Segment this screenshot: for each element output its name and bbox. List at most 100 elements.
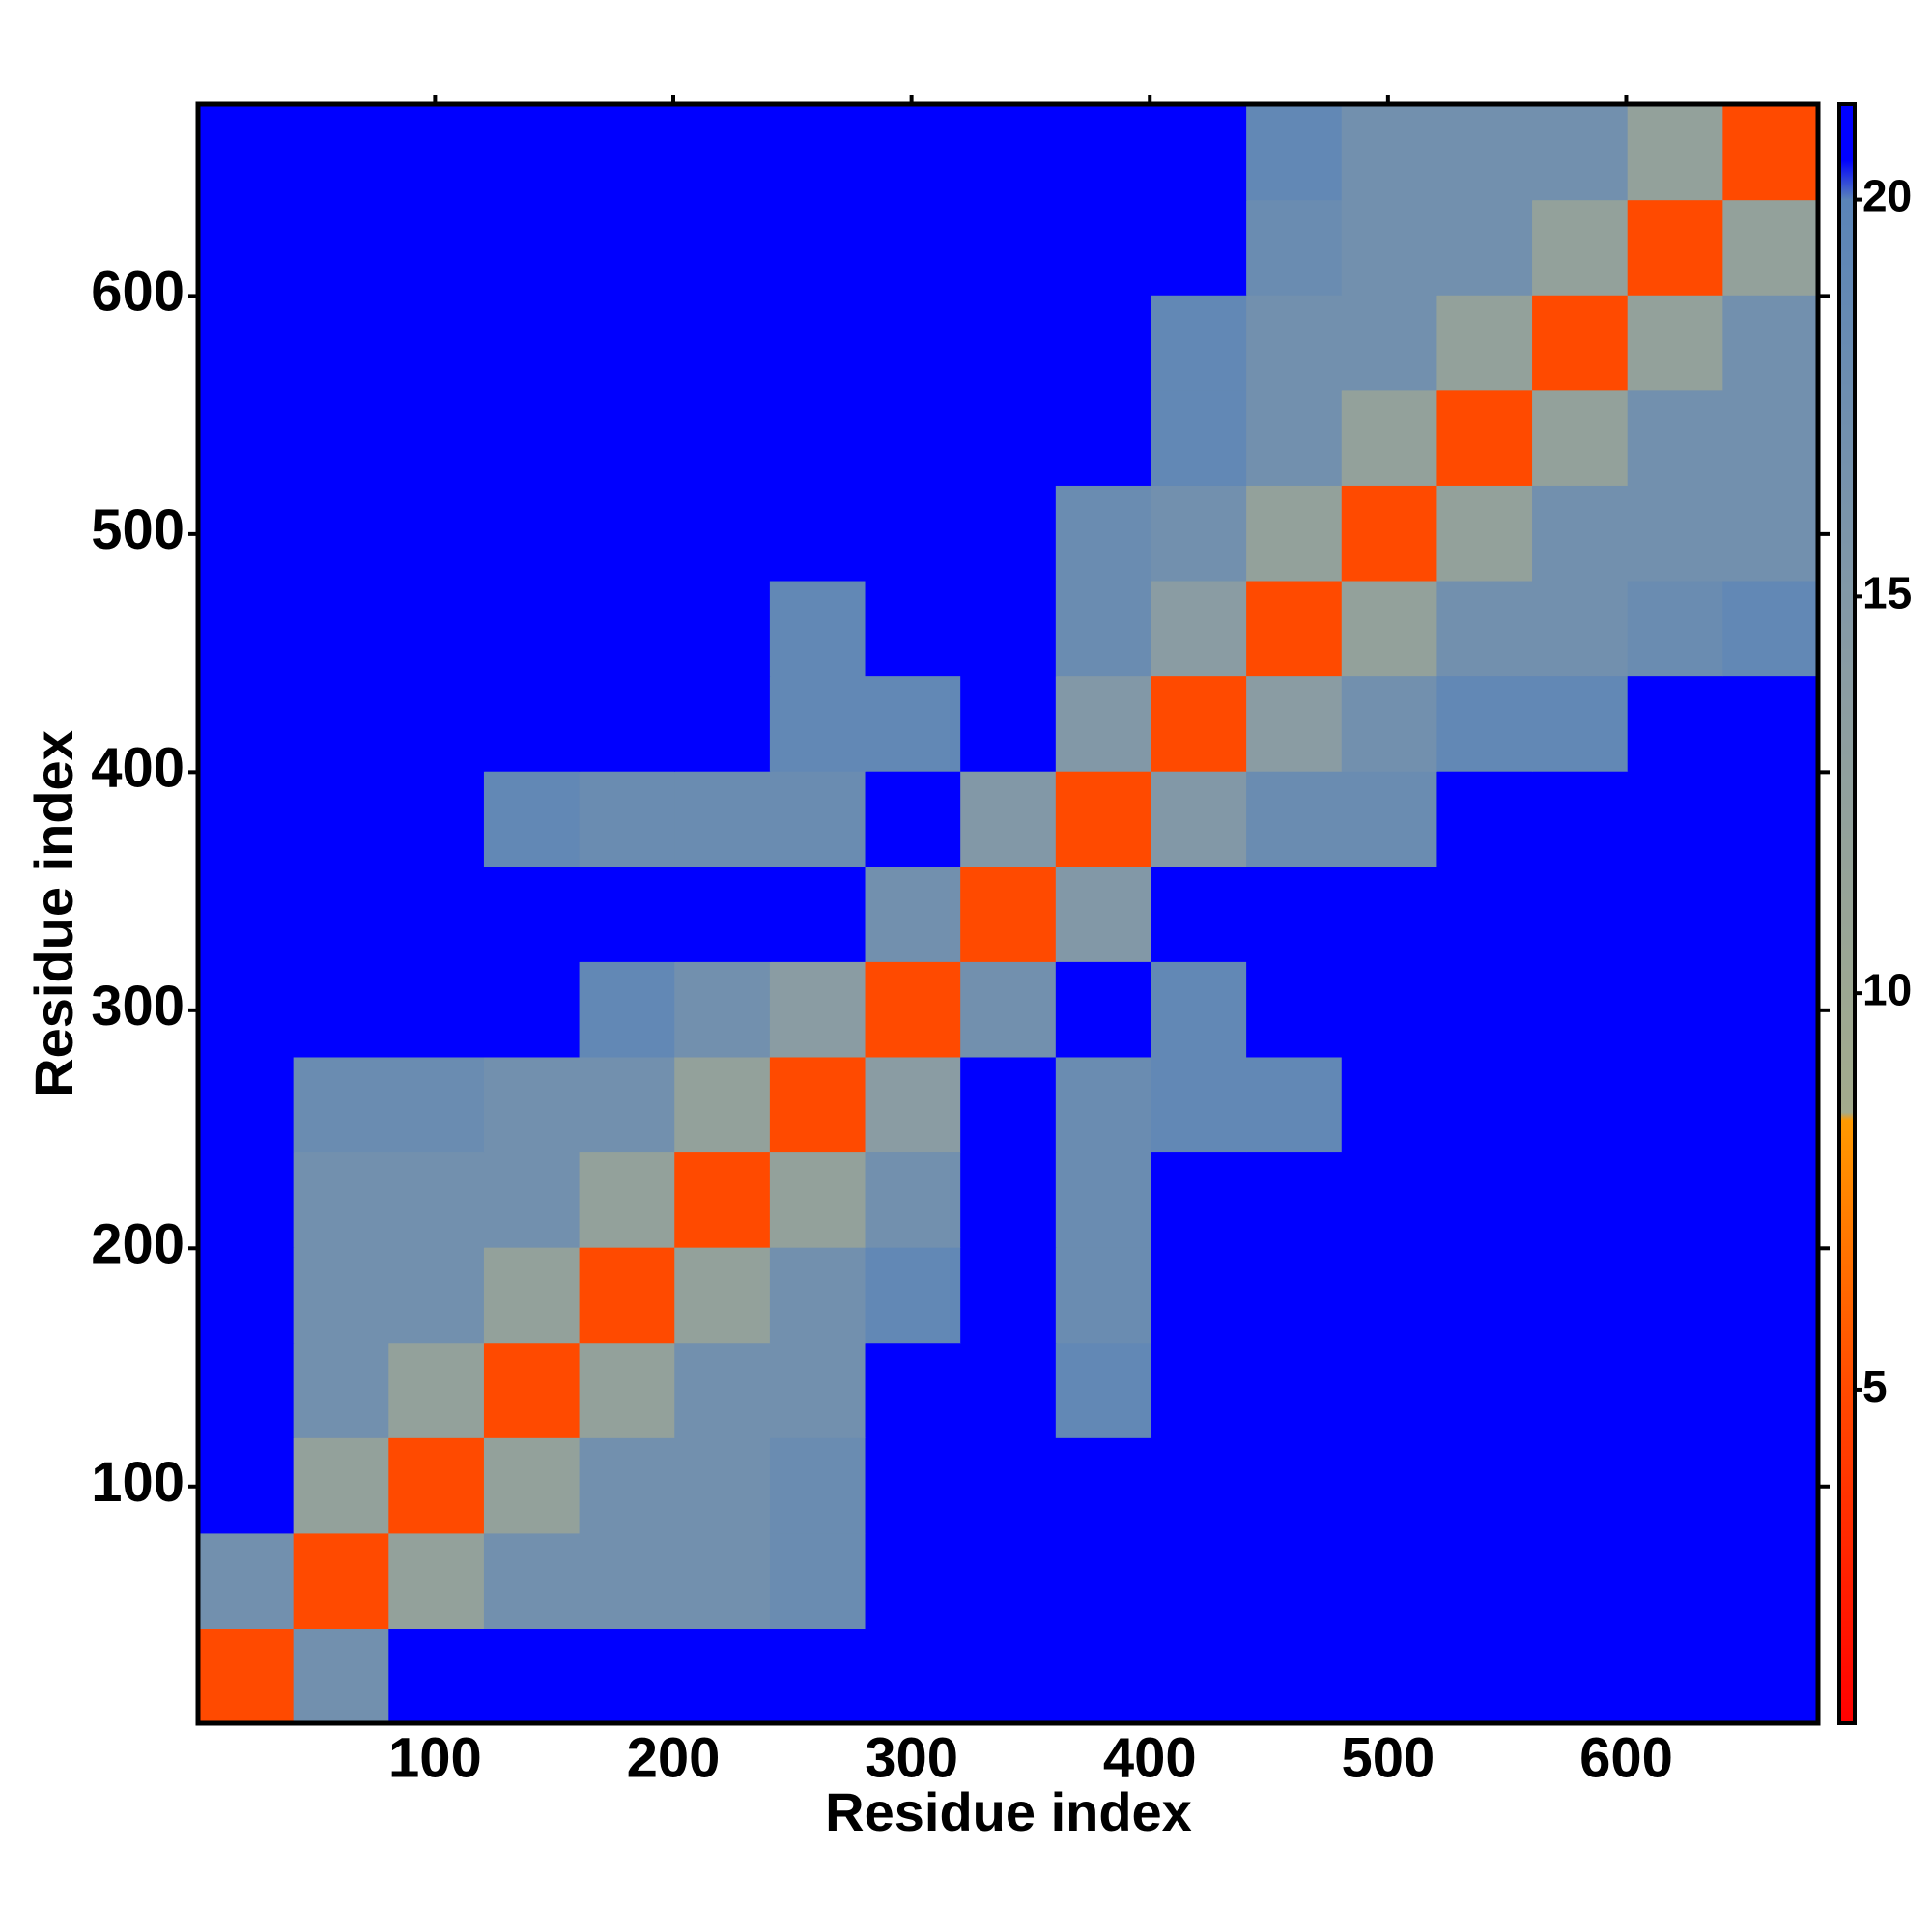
heatmap-cell [1151,1437,1247,1534]
heatmap-cell [198,1342,295,1438]
heatmap-cell [483,675,581,772]
heatmap-cell [674,485,771,582]
heatmap-cell [960,1532,1057,1630]
heatmap-cell [865,1056,961,1153]
heatmap-cell [1055,771,1152,867]
heatmap-cell [1341,485,1438,582]
heatmap-cell [1436,961,1533,1058]
heatmap-cell [674,580,771,677]
heatmap-cell [1627,1151,1723,1248]
heatmap-cell [674,295,771,391]
y-tick-label: 300 [91,975,185,1037]
heatmap-cell [198,866,295,962]
heatmap-cell [1246,961,1343,1058]
heatmap-cell [674,866,771,962]
heatmap-cell [1436,1151,1533,1248]
heatmap-cell [198,1437,295,1534]
heatmap-cell [1722,1532,1819,1630]
heatmap-cell [1246,199,1343,296]
heatmap-cell [1436,1056,1533,1153]
heatmap-cell [769,104,867,201]
heatmap-cell [293,389,389,486]
heatmap-cell [960,104,1057,201]
heatmap-cell [1151,1247,1247,1344]
heatmap-cell [1151,580,1247,677]
heatmap-cell [579,866,675,962]
heatmap-cell [1532,1247,1629,1344]
heatmap-cell [865,1151,961,1248]
heatmap-cell [769,295,867,391]
heatmap-cell [293,104,389,201]
heatmap-cell [1246,1437,1343,1534]
heatmap-cell [1436,1437,1533,1534]
heatmap-cell [1627,1532,1723,1630]
heatmap-cell [1532,580,1629,677]
heatmap-cell [769,1151,867,1248]
heatmap-cell [483,771,581,867]
heatmap-cell [960,580,1057,677]
heatmap-cell [769,199,867,296]
heatmap-cell [579,771,675,867]
heatmap-cell [1532,104,1629,201]
heatmap-cell [1722,199,1819,296]
heatmap-cell [769,485,867,582]
heatmap-cell [1055,199,1152,296]
colorbar-tick-label: 5 [1862,1361,1888,1411]
heatmap-cell [388,580,485,677]
heatmap-cell [198,580,295,677]
heatmap-cell [674,1532,771,1630]
heatmap-cell [1627,199,1723,296]
heatmap-cell [1722,1247,1819,1344]
heatmap-cell [1151,866,1247,962]
heatmap-cell [1436,1628,1533,1724]
heatmap-cell [1627,1056,1723,1153]
heatmap-cell [293,1056,389,1153]
heatmap-cell [865,771,961,867]
heatmap-cell [1436,866,1533,962]
heatmap-cell [960,295,1057,391]
heatmap-cell [674,961,771,1058]
heatmap-cell [1532,961,1629,1058]
heatmap-cell [1627,961,1723,1058]
heatmap-cell [1436,389,1533,486]
heatmap-cell [1436,485,1533,582]
heatmap-cell [1246,580,1343,677]
heatmap-cell [198,1628,295,1724]
heatmap-cell [1246,104,1343,201]
heatmap-cell [483,389,581,486]
heatmap-cell [293,199,389,296]
heatmap-cell [1532,199,1629,296]
heatmap-cell [769,580,867,677]
heatmap-cell [1246,771,1343,867]
heatmap-cell [1341,389,1438,486]
heatmap-cell [198,295,295,391]
heatmap-cell [388,1247,485,1344]
heatmap-cell [579,1628,675,1724]
heatmap-cell [960,675,1057,772]
heatmap-cell [1722,961,1819,1058]
heatmap-cell [1151,1628,1247,1724]
heatmap-cell [1627,1437,1723,1534]
heatmap-cell [483,1056,581,1153]
heatmap-cell [1055,1437,1152,1534]
heatmap-cell [1151,771,1247,867]
heatmap-cell [865,1532,961,1630]
heatmap-cell [388,1342,485,1438]
heatmap-cell [1722,1342,1819,1438]
heatmap-cell [483,1247,581,1344]
heatmap-cell [960,485,1057,582]
heatmap-cell [483,1437,581,1534]
heatmap-cell [1341,675,1438,772]
heatmap-cell [1246,1532,1343,1630]
heatmap-cell [1627,866,1723,962]
heatmap-cell [674,1342,771,1438]
heatmap-cell [960,199,1057,296]
heatmap-cell [769,1628,867,1724]
heatmap-cell [388,1628,485,1724]
heatmap-cell [1246,295,1343,391]
heatmap-cell [198,1532,295,1630]
heatmap-cell [674,1437,771,1534]
heatmap-cell [769,1437,867,1534]
heatmap-cell [865,1247,961,1344]
